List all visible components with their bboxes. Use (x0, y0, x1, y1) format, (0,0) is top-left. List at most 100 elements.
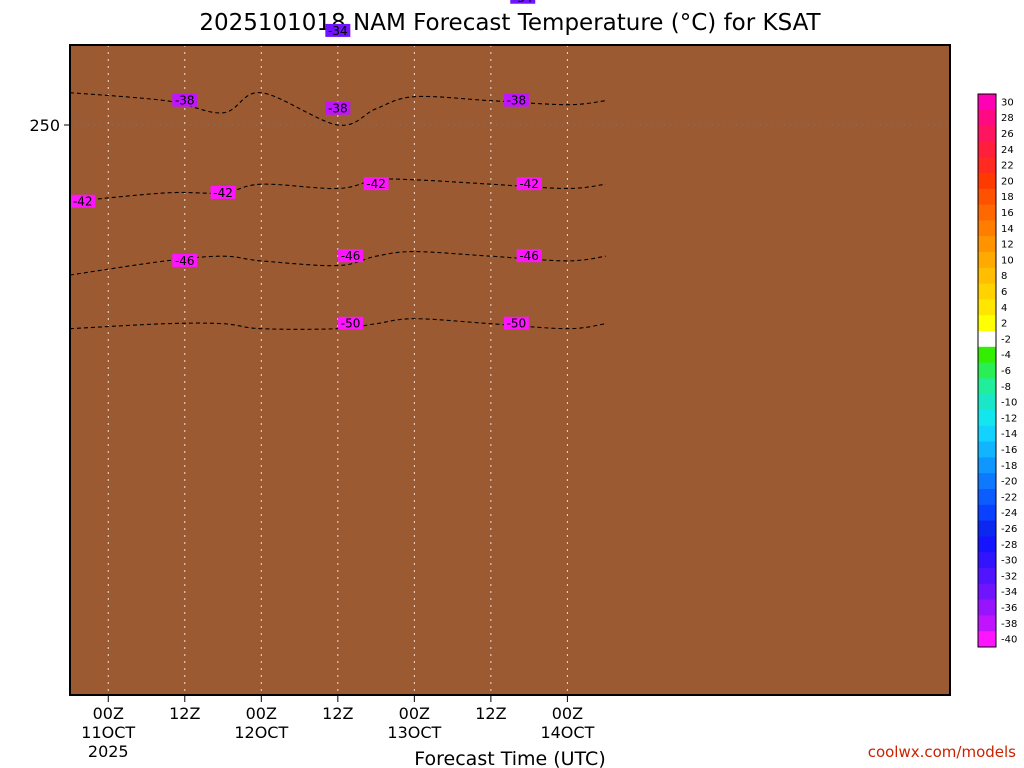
contour-label-text: -50 (507, 317, 527, 331)
colorbar-swatch (978, 331, 996, 348)
x-tick-label: 2025 (88, 742, 129, 761)
contour-label-text: -46 (341, 249, 361, 263)
x-tick-label: 00Z (246, 704, 277, 723)
x-axis-title: Forecast Time (UTC) (414, 748, 605, 768)
colorbar-swatch (978, 583, 996, 601)
colorbar-label: -20 (1001, 477, 1017, 488)
colorbar-swatch (978, 346, 996, 364)
colorbar-label: 20 (1001, 176, 1014, 187)
x-tick-label: 12OCT (234, 723, 288, 742)
contour-labels: -50 -50 -46 -46 -46 -42 -42 -42 -42 -38 -38 -38 -34 -… (70, 0, 542, 331)
colorbar-label: -38 (1001, 619, 1017, 630)
contour-label: -42 (516, 177, 542, 191)
contour-label: -38 (172, 93, 198, 108)
colorbar-label: 6 (1001, 287, 1007, 298)
colorbar-swatch (978, 552, 996, 569)
colorbar-swatch (978, 299, 996, 316)
contour-label-text: -38 (507, 94, 527, 108)
x-tick-label: 12Z (169, 704, 200, 723)
contour-label-bg (172, 93, 198, 107)
colorbar-label: 8 (1001, 271, 1007, 282)
colorbar-label: -40 (1001, 635, 1017, 646)
colorbar-swatch (978, 615, 996, 632)
contour-label-bg (338, 316, 364, 330)
colorbar-label: -24 (1001, 508, 1017, 519)
colorbar-label: -8 (1001, 382, 1011, 393)
colorbar-label: -10 (1001, 398, 1017, 409)
contour-label-text: -50 (341, 317, 361, 331)
contour-label: -38 (325, 101, 351, 116)
colorbar: 30 28 26 24 22 20 18 16 14 12 10 8 6 4 2 -2 -4 -6 -8 -10 -12… (977, 93, 1017, 648)
colorbar-label: 14 (1001, 224, 1014, 235)
colorbar-label: -32 (1001, 571, 1017, 582)
colorbar-label: 24 (1001, 145, 1014, 156)
x-tick-label: 12Z (475, 704, 506, 723)
colorbar-label: -18 (1001, 461, 1017, 472)
colorbar-swatch (978, 599, 996, 616)
contour-label-bg (516, 177, 542, 191)
colorbar-label: -26 (1001, 524, 1017, 535)
colorbar-label: -2 (1001, 334, 1011, 345)
colorbar-label: -12 (1001, 413, 1017, 424)
x-tick-label: 14OCT (540, 723, 594, 742)
colorbar-label: 18 (1001, 192, 1014, 203)
contour-label: -46 (516, 249, 542, 263)
colorbar-swatch (978, 315, 996, 332)
x-tick-label: 00Z (93, 704, 124, 723)
colorbar-swatch (978, 425, 996, 443)
colorbar-swatch (978, 568, 996, 585)
contour-label: -34 (510, 0, 536, 5)
contour-label-text: -46 (519, 249, 539, 263)
colorbar-label: -28 (1001, 540, 1017, 551)
contour-label-text: -42 (519, 177, 539, 191)
contour-label-text: -42 (73, 195, 93, 209)
colorbar-label: -30 (1001, 556, 1017, 567)
chart-title: 2025101018 NAM Forecast Temperature (°C)… (199, 10, 821, 36)
x-tick-label: 00Z (399, 704, 430, 723)
colorbar-label: -34 (1001, 587, 1017, 598)
colorbar-label: 4 (1001, 303, 1007, 314)
colorbar-swatch (978, 536, 996, 553)
colorbar-label: 12 (1001, 240, 1014, 251)
contour-label-text: -34 (328, 24, 348, 38)
colorbar-swatch (978, 109, 996, 127)
contour-label-bg (325, 23, 351, 37)
colorbar-swatch (978, 220, 996, 237)
colorbar-swatch (978, 94, 996, 111)
x-tick-label: 00Z (552, 704, 583, 723)
colorbar-swatch (978, 267, 996, 285)
colorbar-swatch (978, 141, 996, 158)
contour-label-text: -46 (175, 254, 195, 268)
contour-label: -38 (503, 93, 529, 108)
colorbar-swatch (978, 394, 996, 411)
colorbar-label: 16 (1001, 208, 1014, 219)
colorbar-swatch (978, 125, 996, 142)
colorbar-label: 22 (1001, 161, 1014, 172)
credit-text: coolwx.com/models (868, 743, 1016, 761)
colorbar-swatch (978, 362, 996, 379)
colorbar-label: -22 (1001, 492, 1017, 503)
colorbar-swatch (978, 489, 996, 506)
contour-label-text: -42 (366, 177, 386, 191)
colorbar-swatch (978, 631, 996, 648)
contour-label-bg (325, 101, 351, 115)
contour-label: -46 (172, 253, 198, 268)
ground-fill (70, 45, 950, 695)
contour-label-bg (516, 249, 542, 263)
plot-frame (69, 44, 951, 696)
contour-label: -46 (338, 249, 364, 263)
colorbar-label: -16 (1001, 445, 1017, 456)
contour-label-text: -38 (175, 94, 195, 108)
contour-label: -34 (325, 23, 351, 38)
contour-label-bg (503, 316, 529, 330)
colorbar-swatch (978, 188, 996, 206)
colorbar-label: 26 (1001, 129, 1014, 140)
colorbar-swatch (978, 473, 996, 490)
colorbar-label: -14 (1001, 429, 1017, 440)
contour-label-bg (70, 194, 96, 208)
contour-label: -50 (503, 316, 529, 331)
colorbar-swatch (978, 441, 996, 458)
contour-label-text: -34 (513, 0, 533, 5)
contour-label: -50 (338, 316, 364, 331)
